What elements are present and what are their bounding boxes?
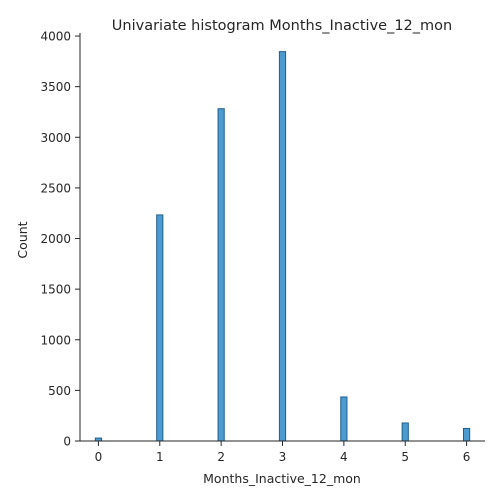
- y-axis-title: Count: [15, 221, 30, 258]
- x-tick-label: 3: [279, 450, 287, 464]
- x-tick-label: 5: [401, 450, 409, 464]
- y-tick-label: 1000: [40, 333, 71, 347]
- y-tick-label: 2500: [40, 181, 71, 195]
- histogram-bar-1: [156, 214, 164, 442]
- y-tick-label: 0: [63, 435, 71, 449]
- x-tick-label: 2: [217, 450, 225, 464]
- y-tick-label: 500: [48, 384, 71, 398]
- x-tick-label: 4: [340, 450, 348, 464]
- histogram-bar-2: [217, 108, 225, 442]
- y-tick-label: 4000: [40, 30, 71, 44]
- y-tick-label: 2000: [40, 232, 71, 246]
- y-tick-label: 3000: [40, 131, 71, 145]
- y-tick-label: 3500: [40, 80, 71, 94]
- histogram-bar-6: [462, 427, 471, 442]
- x-tick-label: 6: [463, 450, 471, 464]
- x-axis-ticks: 0 1 2 3 4 5 6: [95, 441, 471, 464]
- chart-title: Univariate histogram Months_Inactive_12_…: [112, 18, 452, 34]
- x-axis-title: Months_Inactive_12_mon: [203, 471, 361, 486]
- bars-group: [94, 51, 471, 442]
- histogram-bar-4: [340, 396, 348, 442]
- x-tick-label: 0: [95, 450, 103, 464]
- y-tick-label: 1500: [40, 283, 71, 297]
- y-axis-ticks: 0 500 1000 1500 2000 2500 3000 3500 4000: [40, 30, 80, 449]
- x-tick-label: 1: [156, 450, 164, 464]
- histogram-bar-3: [278, 51, 287, 442]
- histogram-bar-5: [401, 422, 409, 442]
